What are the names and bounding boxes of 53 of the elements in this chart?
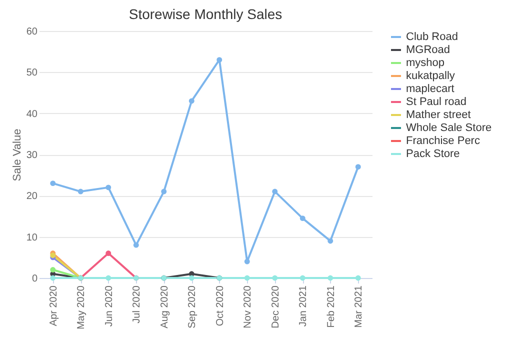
point <box>328 238 334 244</box>
point <box>50 267 56 272</box>
point <box>188 98 194 104</box>
legend-label: Franchise Perc <box>406 135 480 147</box>
y-tick-label: 40 <box>26 108 38 120</box>
point <box>272 275 278 281</box>
x-tick-label: Dec 2020 <box>270 285 282 328</box>
legend-label: maplecart <box>406 83 454 95</box>
point <box>244 258 250 264</box>
x-tick-label: May 2020 <box>76 285 88 330</box>
y-tick-label: 50 <box>26 68 38 79</box>
x-tick-label: Jul 2020 <box>132 285 143 324</box>
x-tick-label: Sep 2020 <box>187 285 198 328</box>
point <box>106 275 112 281</box>
point <box>78 188 84 194</box>
legend-label: St Paul road <box>406 96 467 108</box>
y-tick-label: 0 <box>32 274 38 284</box>
x-tick-label: Mar 2021 <box>354 285 365 328</box>
x-tick-label: Jan 2021 <box>298 285 310 327</box>
legend-label: Pack Store <box>406 148 460 160</box>
point <box>216 57 222 63</box>
x-tick-label: Aug 2020 <box>159 285 170 328</box>
legend-label: Mather street <box>406 109 471 121</box>
point <box>272 188 278 194</box>
chart-title: Storewise Monthly Sales <box>128 6 282 22</box>
y-tick-label: 60 <box>26 26 38 38</box>
point <box>244 275 250 281</box>
legend-label: kukatpally <box>406 70 456 82</box>
y-axis-title: Sale Value <box>11 128 24 182</box>
point <box>50 275 56 281</box>
point <box>355 164 361 170</box>
point <box>328 275 334 281</box>
legend-label: Club Road <box>406 31 458 43</box>
x-tick-label: Oct 2020 <box>214 285 226 326</box>
point <box>106 184 112 190</box>
x-tick-label: Feb 2021 <box>326 285 337 328</box>
y-tick-label: 10 <box>26 232 38 244</box>
legend-label: MGRoad <box>406 44 450 56</box>
point <box>188 275 194 281</box>
legend-label: myshop <box>406 57 445 69</box>
point <box>106 250 112 256</box>
point <box>133 242 139 248</box>
x-tick-label: Jun 2020 <box>104 285 115 327</box>
y-tick-label: 20 <box>26 191 38 202</box>
point <box>50 180 56 186</box>
legend-label: Whole Sale Store <box>406 122 492 134</box>
point <box>355 275 361 281</box>
point <box>300 275 306 281</box>
point <box>300 216 306 222</box>
y-tick-label: 30 <box>26 150 38 161</box>
x-tick-label: Nov 2020 <box>242 285 254 328</box>
point <box>161 188 167 194</box>
x-tick-label: Apr 2020 <box>48 285 60 326</box>
